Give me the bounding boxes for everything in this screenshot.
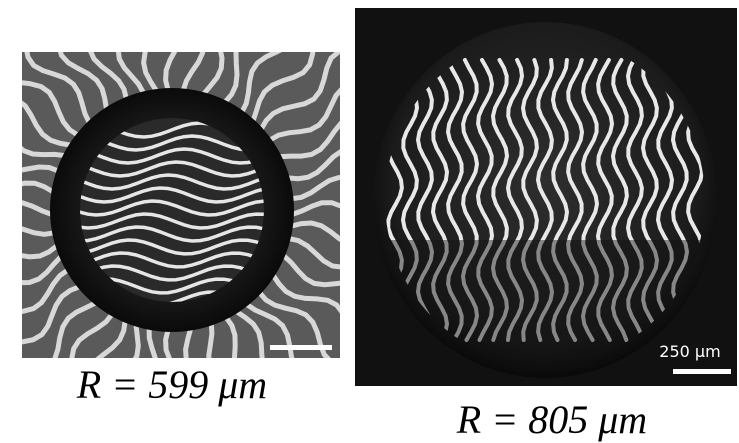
scale-bar	[270, 345, 332, 350]
micrograph-right: 250 μm	[355, 8, 737, 386]
caption-left: R = 599 μm	[76, 362, 267, 407]
figure: 250 μm R = 599 μm R = 805 μm	[0, 0, 739, 443]
scale-bar	[673, 369, 731, 374]
scale-bar-label: 250 μm	[659, 342, 720, 361]
caption-right: R = 805 μm	[456, 397, 647, 442]
